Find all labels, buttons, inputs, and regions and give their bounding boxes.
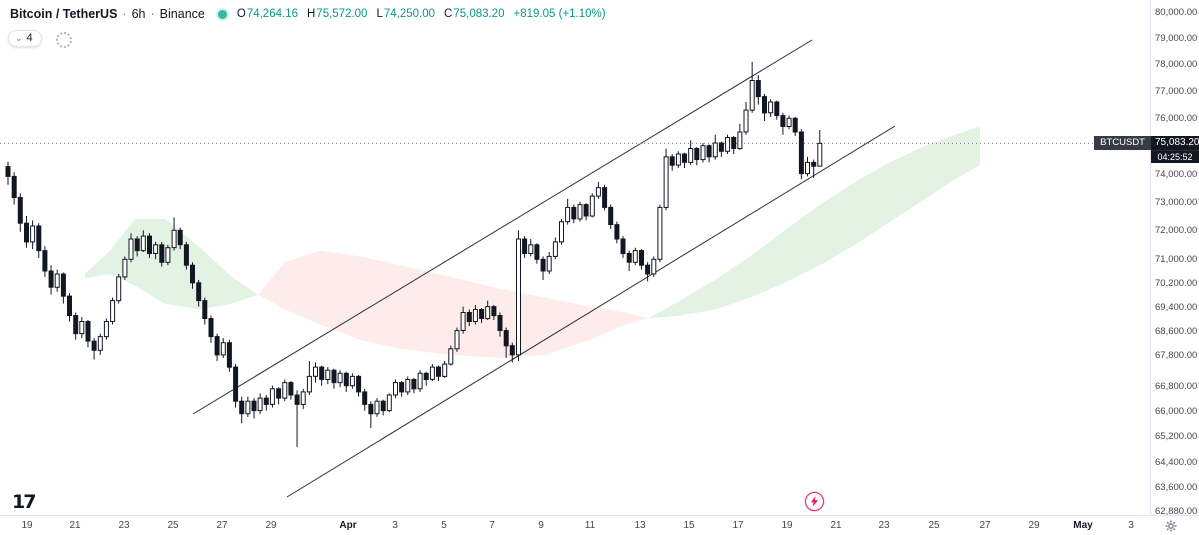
price-axis-label: 68,600.00 <box>1155 325 1198 337</box>
price-change: +819.05 (+1.10%) <box>513 8 606 20</box>
candlestick-chart-canvas[interactable] <box>0 0 1151 516</box>
chart-legend: Bitcoin / TetherUS · 6h · Binance O74,26… <box>10 7 606 21</box>
time-axis-label: 9 <box>538 520 544 531</box>
loader-circle-icon[interactable] <box>56 32 72 48</box>
price-axis-label: 62,880.00 <box>1155 506 1198 517</box>
price-axis-label: 74,000.00 <box>1155 168 1198 180</box>
tradingview-logo[interactable]: 17 <box>12 491 36 513</box>
price-axis[interactable]: 80,000.00 79,000.00 78,000.00 77,000.00 76,0… <box>1150 0 1199 517</box>
time-axis-label: 11 <box>584 520 596 531</box>
price-axis-label: 80,000.00 <box>1155 7 1198 18</box>
current-price-row: BTCUSDT 75,083.20 <box>1094 136 1199 151</box>
time-axis-label: 17 <box>732 520 744 531</box>
time-axis-label: 15 <box>683 520 695 531</box>
price-axis-label: 66,800.00 <box>1155 380 1198 392</box>
symbol-title[interactable]: Bitcoin / TetherUS <box>10 7 118 21</box>
time-axis-label: 25 <box>928 520 940 531</box>
time-axis-label: 19 <box>21 520 33 531</box>
time-axis-label: 25 <box>167 520 179 531</box>
price-axis-label: 76,000.00 <box>1155 113 1198 125</box>
current-price-label: BTCUSDT 75,083.20 04:25:52 <box>1094 136 1199 164</box>
price-axis-label: 67,800.00 <box>1155 349 1198 361</box>
time-axis-label: 29 <box>1028 520 1040 531</box>
price-axis-label: 72,000.00 <box>1155 225 1198 237</box>
separator-dot: · <box>150 7 155 21</box>
market-status-icon <box>217 9 227 19</box>
time-axis-label: 13 <box>634 520 646 531</box>
time-axis-label: 23 <box>118 520 130 531</box>
time-axis-label: 29 <box>265 520 277 531</box>
price-axis-label: 69,400.00 <box>1155 301 1198 313</box>
legend-collapse-button[interactable]: ⌄ 4 <box>8 30 42 47</box>
price-axis-label: 63,600.00 <box>1155 482 1198 494</box>
bar-countdown: 04:25:52 <box>1151 150 1199 164</box>
price-axis-label: 70,200.00 <box>1155 277 1198 289</box>
axis-settings-button[interactable] <box>1165 519 1177 535</box>
price-axis-label: 78,000.00 <box>1155 59 1198 71</box>
price-axis-label: 79,000.00 <box>1155 33 1198 45</box>
exchange-label[interactable]: Binance <box>159 7 205 21</box>
time-axis-label: 19 <box>781 520 793 531</box>
price-axis-label: 64,400.00 <box>1155 456 1198 468</box>
time-axis-label: 27 <box>979 520 991 531</box>
time-axis-label: 21 <box>69 520 81 531</box>
ohlc-values: O74,264.16 H75,572.00 L74,250.00 C75,083… <box>237 8 606 20</box>
price-axis-label: 73,000.00 <box>1155 196 1198 208</box>
time-axis[interactable]: 19 21 23 25 27 29 Apr 3 5 7 9 11 13 15 17 19 21 23 25 27 29 M… <box>0 515 1199 535</box>
interval-label[interactable]: 6h <box>131 7 146 21</box>
separator-dot: · <box>122 7 127 21</box>
time-axis-label: 23 <box>878 520 890 531</box>
lightning-button[interactable] <box>805 492 824 511</box>
price-axis-label: 65,200.00 <box>1155 430 1198 442</box>
low-value: L74,250.00 <box>376 8 436 20</box>
time-axis-label: 27 <box>216 520 228 531</box>
time-axis-label: 5 <box>441 520 447 531</box>
price-axis-label: 71,000.00 <box>1155 254 1198 266</box>
time-axis-label: 3 <box>392 520 398 531</box>
close-value: C75,083.20 <box>444 8 505 20</box>
lightning-icon <box>810 496 819 507</box>
price-axis-label: 66,000.00 <box>1155 405 1198 417</box>
symbol-tag: BTCUSDT <box>1094 136 1151 151</box>
time-axis-label: 3 <box>1128 520 1134 531</box>
high-value: H75,572.00 <box>306 8 368 20</box>
price-axis-label: 77,000.00 <box>1155 86 1198 98</box>
open-value: O74,264.16 <box>236 8 298 20</box>
hidden-indicators-count: 4 <box>26 32 33 44</box>
current-price-value: 75,083.20 <box>1151 136 1199 151</box>
gear-icon <box>1165 520 1177 532</box>
time-axis-label: May <box>1073 520 1093 531</box>
chevron-down-icon: ⌄ <box>15 32 23 43</box>
time-axis-label: 7 <box>489 520 495 531</box>
time-axis-label: 21 <box>830 520 842 531</box>
time-axis-label: Apr <box>339 520 357 531</box>
